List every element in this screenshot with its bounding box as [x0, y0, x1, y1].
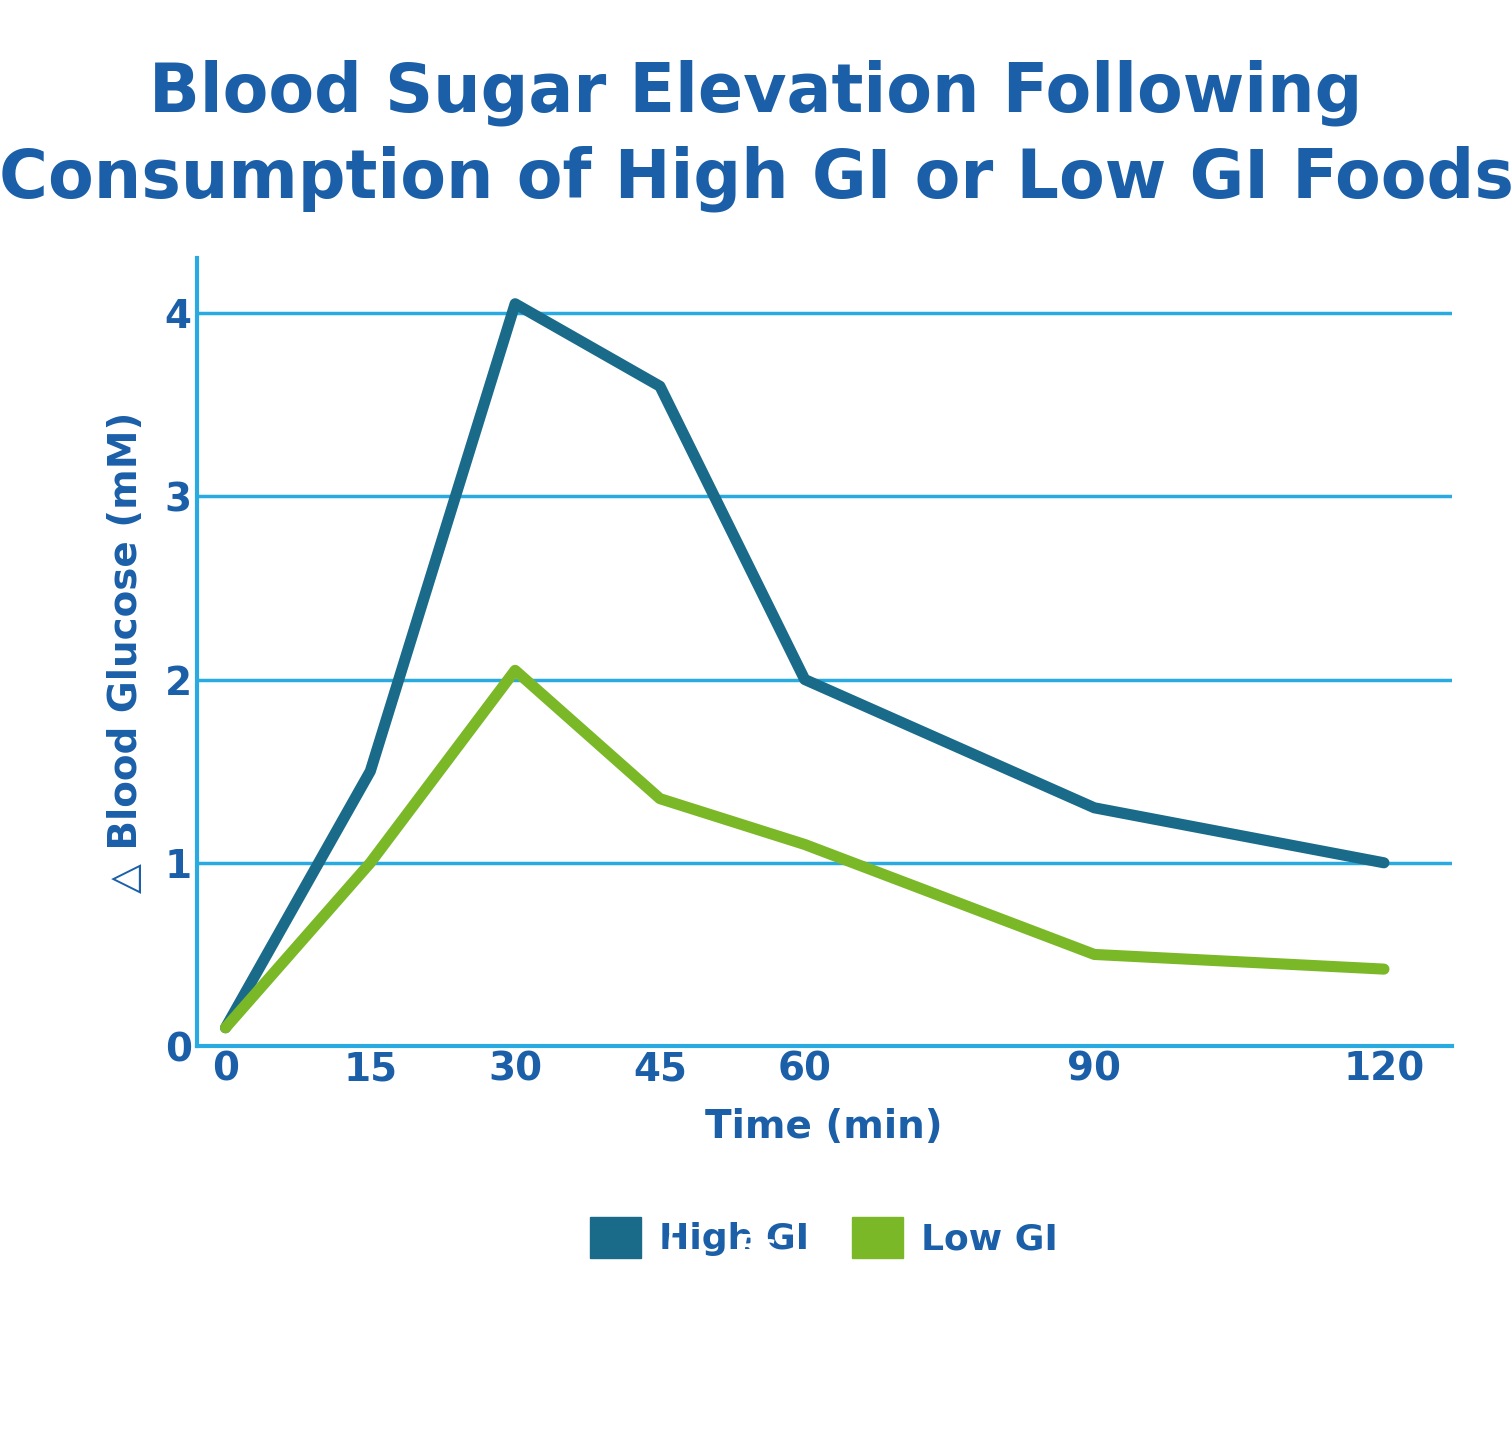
Text: ThyroidPharmacist.com: ThyroidPharmacist.com — [534, 1364, 978, 1399]
Text: Rc: Rc — [736, 1232, 776, 1261]
Text: Blood Sugar Elevation Following: Blood Sugar Elevation Following — [150, 60, 1362, 126]
X-axis label: Time (min): Time (min) — [705, 1108, 943, 1146]
Text: Consumption of High GI or Low GI Foods: Consumption of High GI or Low GI Foods — [0, 146, 1512, 212]
Legend: High GI, Low GI: High GI, Low GI — [576, 1202, 1072, 1273]
Y-axis label: △ Blood Glucose (mM): △ Blood Glucose (mM) — [107, 411, 145, 893]
